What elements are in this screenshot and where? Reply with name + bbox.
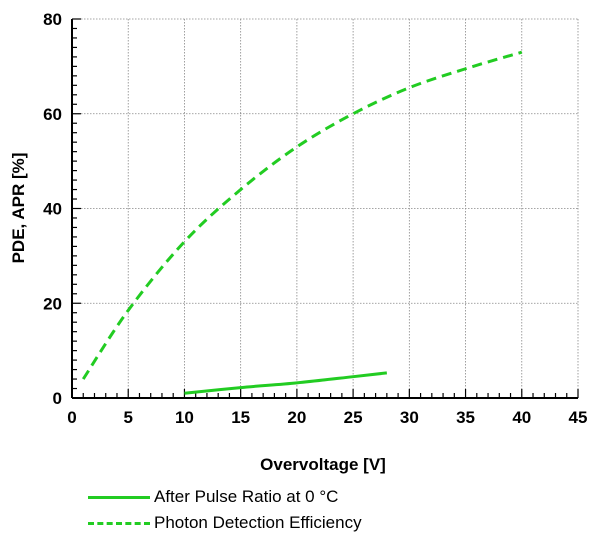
- y-axis-title: PDE, APR [%]: [9, 153, 28, 264]
- legend-swatch-solid: [88, 495, 150, 499]
- x-tick-label: 35: [456, 408, 475, 427]
- legend-item-apr: After Pulse Ratio at 0 °C: [88, 484, 362, 510]
- x-tick-label: 30: [400, 408, 419, 427]
- y-tick-label: 40: [43, 200, 62, 219]
- x-tick-label: 10: [175, 408, 194, 427]
- ticks: 0 5 10 15 20 25 30 35 40 45 0 20 40 60 80: [43, 10, 587, 427]
- legend-item-pde: Photon Detection Efficiency: [88, 510, 362, 536]
- x-tick-label: 45: [569, 408, 588, 427]
- x-tick-label: 15: [231, 408, 250, 427]
- legend-label-pde: Photon Detection Efficiency: [154, 513, 362, 532]
- y-tick-label: 60: [43, 105, 62, 124]
- y-tick-label: 20: [43, 294, 62, 313]
- grid-lines: [72, 18, 579, 398]
- y-tick-label: 80: [43, 10, 62, 29]
- x-axis-title: Overvoltage [V]: [260, 455, 386, 474]
- legend: After Pulse Ratio at 0 °C Photon Detecti…: [88, 484, 362, 536]
- x-tick-label: 0: [67, 408, 76, 427]
- x-tick-label: 25: [344, 408, 363, 427]
- x-tick-label: 20: [287, 408, 306, 427]
- series-line-pde: [81, 50, 523, 380]
- legend-swatch-dashed: [88, 521, 150, 525]
- series-group: [81, 50, 523, 395]
- series-line-apr: [184, 371, 388, 395]
- legend-label-apr: After Pulse Ratio at 0 °C: [154, 487, 339, 506]
- x-tick-label: 40: [512, 408, 531, 427]
- x-tick-label: 5: [123, 408, 132, 427]
- y-tick-label: 0: [53, 389, 62, 408]
